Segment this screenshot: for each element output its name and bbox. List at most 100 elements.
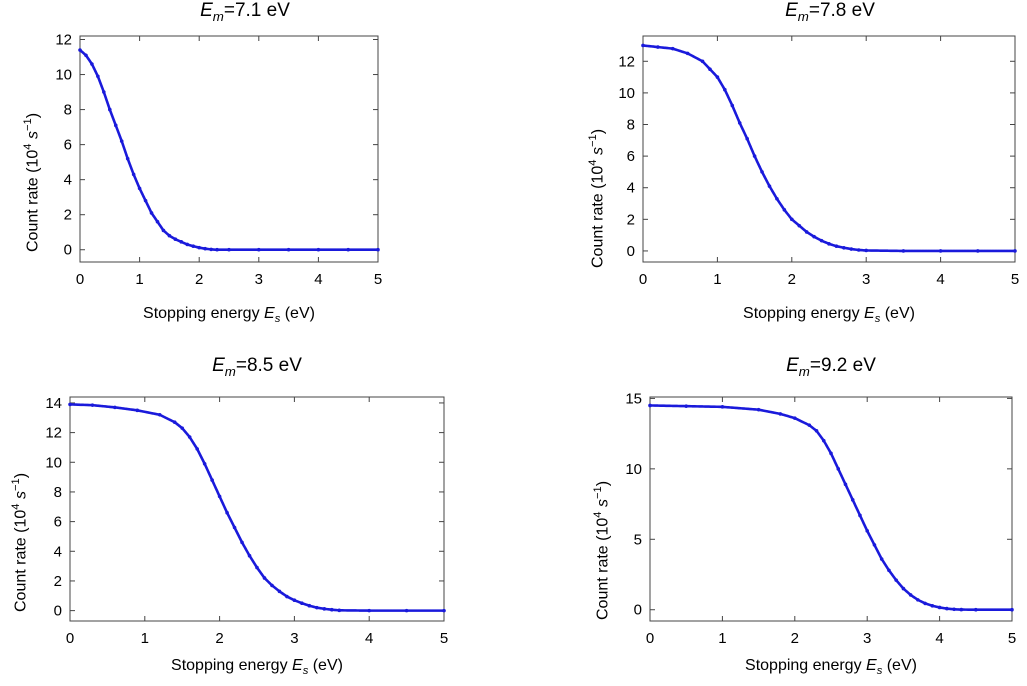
data-point	[180, 426, 184, 430]
data-point	[938, 249, 943, 253]
data-point	[247, 553, 252, 558]
chart-panel-3: Em=8.5 eV 0 1 2 3 4 5 0 2 4 6 8 10 12 14 Stopping ene…	[0, 0, 460, 686]
data-point	[842, 245, 846, 250]
data-point	[1010, 607, 1014, 612]
data-point	[277, 589, 282, 594]
x-tick-label: 3	[862, 271, 870, 288]
data-point	[760, 170, 764, 174]
data-point	[257, 247, 261, 252]
y-tick-label: 6	[54, 514, 62, 531]
data-point	[96, 74, 100, 79]
data-point	[78, 48, 82, 52]
x-tick-label: 4	[314, 271, 322, 288]
y-tick-label: 0	[64, 242, 72, 259]
x-tick-label: 4	[936, 271, 944, 288]
plot-frame	[69, 396, 445, 622]
data-point	[767, 184, 772, 188]
data-point	[858, 513, 862, 518]
data-point	[119, 139, 124, 143]
data-point	[804, 230, 809, 234]
y-tick-label: 2	[64, 207, 72, 224]
data-point	[872, 543, 877, 547]
data-point	[737, 121, 742, 125]
y-tick-label: 12	[45, 425, 62, 442]
data-point	[202, 461, 207, 466]
data-point	[173, 237, 178, 242]
data-point	[197, 245, 201, 250]
data-point	[179, 240, 184, 244]
data-point	[172, 420, 177, 425]
y-tick-label: 4	[54, 543, 62, 560]
plot-frame	[642, 35, 1016, 263]
data-point	[337, 608, 342, 613]
data-point	[684, 404, 688, 408]
data-point	[143, 198, 148, 203]
data-point	[307, 603, 312, 608]
x-tick-label: 1	[718, 630, 726, 647]
data-point	[330, 607, 334, 612]
data-point	[225, 510, 229, 515]
data-point	[346, 247, 351, 252]
data-point	[836, 467, 841, 471]
data-point	[125, 156, 130, 161]
data-point	[930, 603, 935, 608]
data-point	[286, 247, 291, 252]
chart-title: Em=7.1 eV	[200, 0, 290, 24]
data-point	[730, 103, 735, 108]
chart-title: Em=8.5 eV	[212, 355, 302, 379]
data-point	[315, 605, 319, 610]
data-point	[108, 107, 112, 112]
data-point	[648, 403, 652, 408]
data-point	[68, 402, 72, 407]
data-point	[850, 498, 855, 502]
data-point	[90, 403, 95, 407]
data-point	[821, 438, 826, 443]
data-point	[203, 246, 207, 251]
data-point	[945, 606, 949, 611]
plot-frame	[79, 35, 379, 263]
data-point	[976, 249, 980, 253]
data-point	[215, 247, 219, 252]
y-tick-label: 2	[54, 573, 62, 590]
x-tick-label: 1	[135, 271, 143, 288]
data-point	[161, 228, 166, 233]
data-point	[195, 447, 199, 451]
data-point	[90, 62, 94, 66]
data-point	[255, 565, 259, 570]
chart-title: Em=7.8 eV	[785, 0, 875, 24]
x-tick-label: 0	[66, 630, 74, 647]
y-tick-label: 8	[54, 484, 62, 501]
data-point	[442, 608, 446, 613]
data-point	[157, 413, 162, 417]
data-point	[670, 46, 675, 51]
y-tick-label: 12	[618, 53, 635, 70]
data-point	[901, 586, 906, 591]
x-tick-label: 0	[76, 271, 84, 288]
data-point	[756, 407, 761, 412]
data-point	[752, 154, 757, 158]
data-point	[404, 608, 409, 613]
data-point	[745, 136, 749, 141]
y-tick-label: 5	[634, 531, 642, 548]
x-tick-label: 5	[1008, 630, 1016, 647]
data-point	[155, 219, 160, 224]
data-point	[210, 478, 214, 482]
data-point	[240, 540, 244, 545]
x-tick-label: 5	[1011, 271, 1019, 288]
data-point	[894, 578, 898, 582]
data-point	[782, 208, 787, 212]
data-point	[856, 248, 861, 252]
data-point	[209, 247, 213, 252]
data-point	[113, 405, 117, 410]
series-trace	[78, 48, 380, 252]
data-point	[775, 196, 779, 201]
chart-title: Em=9.2 eV	[786, 355, 876, 379]
data-point	[102, 90, 106, 94]
data-point	[285, 594, 289, 599]
data-point	[814, 429, 819, 433]
data-point	[793, 416, 797, 420]
data-point	[807, 423, 812, 427]
